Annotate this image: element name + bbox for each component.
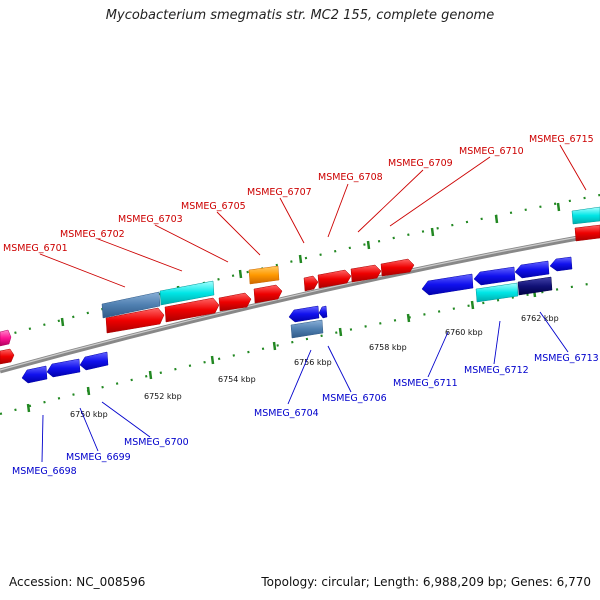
accession-label: Accession: NC_008596 <box>9 575 146 589</box>
genome-backbone-highlight <box>0 232 600 371</box>
forward-inner-genes <box>0 224 600 365</box>
gene-arrow-6713b[interactable] <box>517 276 553 296</box>
scale-label-6760: 6760 kbp <box>445 328 483 337</box>
map-title: Mycobacterium smegmatis str. MC2 155, co… <box>105 8 495 23</box>
gene-label-6713: MSMEG_6713 <box>534 353 599 364</box>
gene-arrow-6706[interactable] <box>290 319 324 339</box>
gene-arrow-6715[interactable] <box>571 206 600 225</box>
gene-arrow-6711b[interactable] <box>473 266 516 286</box>
scale-label-6756: 6756 kbp <box>294 358 332 367</box>
forward-leader-lines <box>39 144 587 288</box>
gene-arrow-6703b[interactable] <box>218 292 252 312</box>
gene-arrow-6712b[interactable] <box>475 282 519 303</box>
gene-label-6701: MSMEG_6701 <box>3 243 68 254</box>
gene-arrow-6698f[interactable] <box>0 329 12 347</box>
gene-arrow-6699f[interactable] <box>0 348 15 365</box>
genome-backbone <box>0 231 600 374</box>
gene-label-6698: MSMEG_6698 <box>12 466 77 477</box>
lower-major-ticks <box>26 288 537 413</box>
gene-arrow-6703[interactable] <box>164 297 220 323</box>
reverse-outer-genes <box>290 276 553 339</box>
gene-arrow-6704[interactable] <box>288 305 320 323</box>
gene-arrow-6700[interactable] <box>79 351 109 371</box>
gene-label-6711: MSMEG_6711 <box>393 378 458 389</box>
gene-label-6700: MSMEG_6700 <box>124 437 189 448</box>
gene-label-6707: MSMEG_6707 <box>247 187 312 198</box>
scale-label-6754: 6754 kbp <box>218 375 256 384</box>
gene-arrow-6704b[interactable] <box>318 305 328 319</box>
gene-label-6703: MSMEG_6703 <box>118 214 183 225</box>
forward-outer-genes <box>101 206 600 319</box>
gene-arrow-6715b[interactable] <box>574 224 600 242</box>
gene-label-6712: MSMEG_6712 <box>464 365 529 376</box>
gene-arrow-6698[interactable] <box>21 365 48 384</box>
gene-arrow-6712[interactable] <box>514 260 550 279</box>
scale-label-6758: 6758 kbp <box>369 343 407 352</box>
reverse-inner-genes <box>21 256 573 384</box>
scale-label-6762: 6762 kbp <box>521 314 559 323</box>
gene-arrow-6702[interactable] <box>159 280 215 306</box>
gene-label-6706: MSMEG_6706 <box>322 393 387 404</box>
gene-arrow-6708[interactable] <box>317 269 352 289</box>
gene-arrow-6711[interactable] <box>421 273 474 296</box>
gene-arrow-6713[interactable] <box>549 256 573 272</box>
gene-label-6715: MSMEG_6715 <box>529 134 594 145</box>
gene-label-6708: MSMEG_6708 <box>318 172 383 183</box>
gene-arrow-6707[interactable] <box>303 275 319 292</box>
scale-label-6752: 6752 kbp <box>144 392 182 401</box>
gene-arrow-6705b[interactable] <box>253 284 283 304</box>
scale-label-6750: 6750 kbp <box>70 410 108 419</box>
gene-arrow-6702b[interactable] <box>105 307 165 334</box>
gene-arrow-6710[interactable] <box>380 258 415 277</box>
gene-label-6705: MSMEG_6705 <box>181 201 246 212</box>
gene-arrow-6701[interactable] <box>101 291 161 319</box>
gene-label-6699: MSMEG_6699 <box>66 452 131 463</box>
gene-arrow-6699[interactable] <box>46 358 81 378</box>
gene-arrow-6709[interactable] <box>350 264 382 283</box>
gene-label-6709: MSMEG_6709 <box>388 158 453 169</box>
gene-label-6710: MSMEG_6710 <box>459 146 524 157</box>
topology-summary: Topology: circular; Length: 6,988,209 bp… <box>261 575 591 589</box>
reverse-leader-lines <box>41 311 569 463</box>
gene-label-6704: MSMEG_6704 <box>254 408 319 419</box>
gene-arrow-6705[interactable] <box>248 265 280 285</box>
gene-label-6702: MSMEG_6702 <box>60 229 125 240</box>
